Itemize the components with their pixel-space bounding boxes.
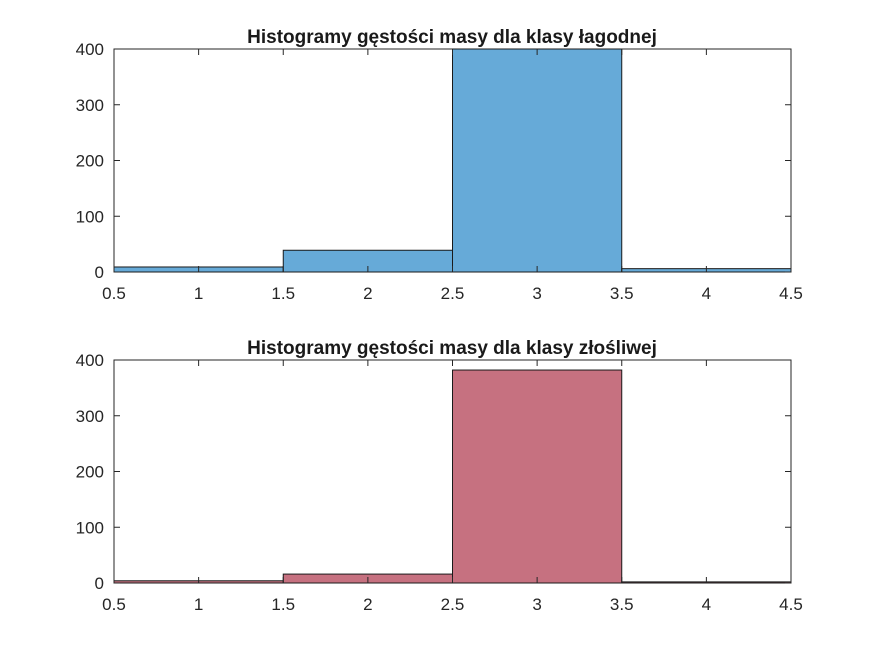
y-tick-label-benign: 300: [76, 96, 104, 115]
chart-title-malignant: Histogramy gęstości masy dla klasy złośl…: [247, 338, 657, 359]
y-tick-label-malignant: 0: [95, 574, 104, 593]
y-tick-label-benign: 100: [76, 207, 104, 226]
x-tick-label-benign: 3: [532, 284, 541, 303]
x-tick-label-malignant: 2: [363, 595, 372, 614]
x-tick-label-malignant: 3.5: [610, 595, 634, 614]
y-tick-label-malignant: 300: [76, 407, 104, 426]
x-tick-label-malignant: 0.5: [102, 595, 126, 614]
x-tick-label-benign: 2: [363, 284, 372, 303]
y-tick-label-benign: 200: [76, 152, 104, 171]
chart-title-benign: Histogramy gęstości masy dla klasy łagod…: [247, 27, 657, 48]
x-tick-label-malignant: 1.5: [271, 595, 295, 614]
x-tick-label-malignant: 4.5: [779, 595, 803, 614]
y-tick-label-malignant: 200: [76, 463, 104, 482]
y-tick-label-malignant: 400: [76, 351, 104, 370]
x-tick-label-benign: 4: [702, 284, 711, 303]
x-tick-label-benign: 2.5: [441, 284, 465, 303]
x-tick-label-malignant: 1: [194, 595, 203, 614]
y-tick-label-benign: 0: [95, 263, 104, 282]
histogram-panel-malignant: Histogramy gęstości masy dla klasy złośl…: [76, 338, 803, 614]
x-tick-label-malignant: 4: [702, 595, 711, 614]
x-tick-label-malignant: 3: [532, 595, 541, 614]
x-tick-label-malignant: 2.5: [441, 595, 465, 614]
y-tick-label-benign: 400: [76, 40, 104, 59]
histogram-bar-benign-2: [452, 48, 623, 273]
x-tick-label-benign: 0.5: [102, 284, 126, 303]
x-tick-label-benign: 4.5: [779, 284, 803, 303]
x-tick-label-benign: 1.5: [271, 284, 295, 303]
y-tick-label-malignant: 100: [76, 518, 104, 537]
x-tick-label-benign: 1: [194, 284, 203, 303]
histogram-bar-malignant-2: [452, 369, 623, 584]
histogram-panel-benign: Histogramy gęstości masy dla klasy łagod…: [76, 27, 803, 303]
x-tick-label-benign: 3.5: [610, 284, 634, 303]
